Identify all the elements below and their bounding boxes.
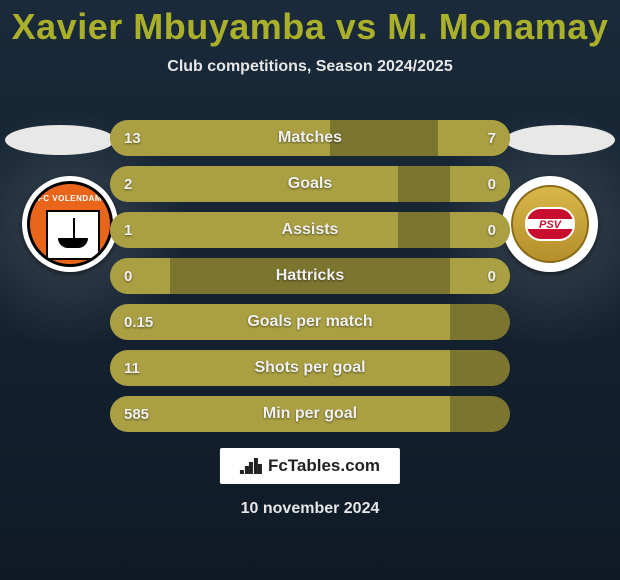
psv-logo: PSV <box>511 185 589 263</box>
right-badge-ellipse <box>505 125 615 155</box>
stat-row: Goals2 0 <box>110 166 510 202</box>
stat-label: Shots per goal <box>110 350 510 386</box>
stat-label: Min per goal <box>110 396 510 432</box>
stat-row: Matches13 7 <box>110 120 510 156</box>
stat-value-right: 0 <box>488 166 496 202</box>
volendam-logo-text: FC VOLENDAM <box>30 194 110 203</box>
fctables-label: FcTables.com <box>268 456 380 476</box>
stat-value-right: 0 <box>488 212 496 248</box>
stat-row: Assists1 0 <box>110 212 510 248</box>
stat-value-left: 2 <box>124 166 132 202</box>
date-label: 10 november 2024 <box>0 500 620 518</box>
stat-row: Min per goal585 <box>110 396 510 432</box>
right-team-badge: PSV <box>502 176 598 272</box>
stat-label: Assists <box>110 212 510 248</box>
fctables-bars-icon <box>240 458 262 474</box>
left-team-badge: FC VOLENDAM <box>22 176 118 272</box>
stat-row: Goals per match0.15 <box>110 304 510 340</box>
stat-row: Shots per goal11 <box>110 350 510 386</box>
page-title: Xavier Mbuyamba vs M. Monamay <box>0 0 620 48</box>
stat-value-left: 13 <box>124 120 141 156</box>
stat-row: Hattricks0 0 <box>110 258 510 294</box>
stat-value-left: 1 <box>124 212 132 248</box>
page-subtitle: Club competitions, Season 2024/2025 <box>0 58 620 76</box>
stat-label: Goals <box>110 166 510 202</box>
stat-value-left: 11 <box>124 350 140 386</box>
stat-value-left: 0.15 <box>124 304 153 340</box>
stat-value-left: 0 <box>124 258 132 294</box>
psv-logo-text: PSV <box>527 219 573 231</box>
stat-label: Matches <box>110 120 510 156</box>
comparison-chart: Matches137Goals20Assists10Hattricks00Goa… <box>110 120 510 442</box>
stat-label: Goals per match <box>110 304 510 340</box>
stat-label: Hattricks <box>110 258 510 294</box>
stat-value-right: 0 <box>488 258 496 294</box>
fctables-watermark: FcTables.com <box>220 448 400 484</box>
stat-value-left: 585 <box>124 396 149 432</box>
stat-value-right: 7 <box>488 120 496 156</box>
volendam-logo: FC VOLENDAM <box>27 181 113 267</box>
left-badge-ellipse <box>5 125 115 155</box>
